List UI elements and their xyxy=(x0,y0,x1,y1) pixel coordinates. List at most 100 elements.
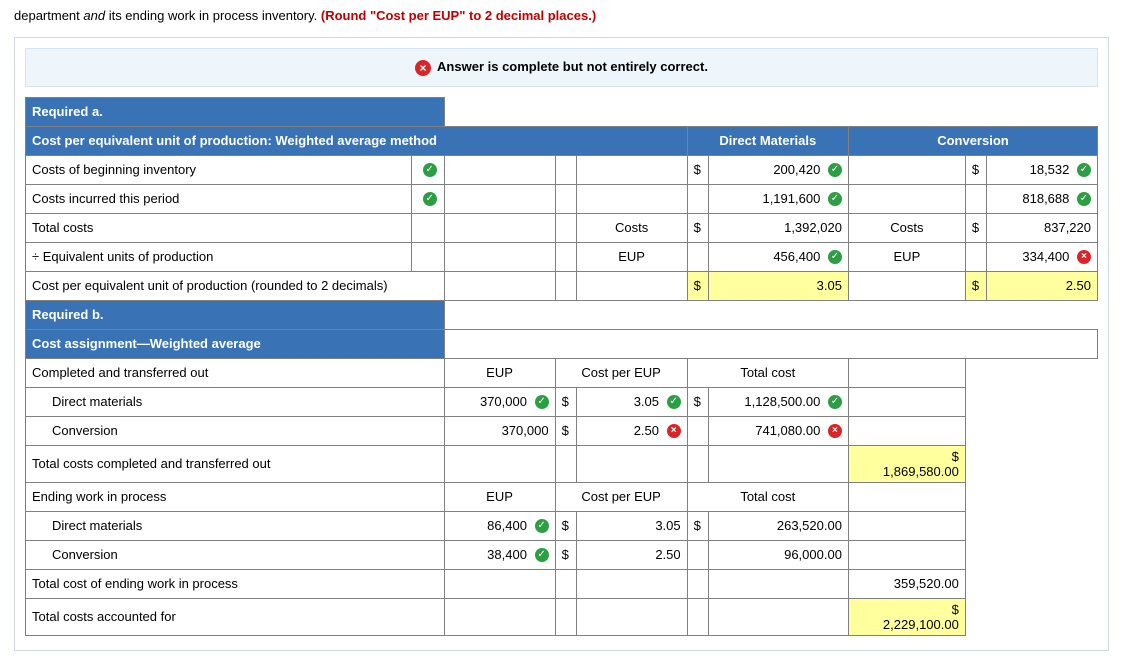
cost-per-eup-header: Cost per equivalent unit of production: … xyxy=(26,126,688,155)
total-cost-col-header: Total cost xyxy=(687,482,848,511)
instruction-italic: and xyxy=(83,8,105,23)
value: 359,520.00 xyxy=(848,569,965,598)
value: 2.50 xyxy=(634,423,659,438)
table-row: Costs incurred this period ✓ 1,191,600 ✓… xyxy=(26,184,1098,213)
row-label: Costs of beginning inventory xyxy=(26,155,412,184)
value: 2.50 xyxy=(986,271,1097,300)
value: 2,229,100.00 xyxy=(883,617,959,632)
required-a-header: Required a. xyxy=(26,97,445,126)
row-label: Direct materials xyxy=(26,387,445,416)
row-label: Completed and transferred out xyxy=(26,358,445,387)
table-row: ÷ Equivalent units of production EUP 456… xyxy=(26,242,1098,271)
currency-symbol: $ xyxy=(687,271,708,300)
value: 86,400 xyxy=(487,518,527,533)
check-icon: ✓ xyxy=(828,163,842,177)
banner-text: Answer is complete but not entirely corr… xyxy=(437,59,708,74)
eup-col-header: EUP xyxy=(444,482,555,511)
instruction-text: department and its ending work in proces… xyxy=(14,8,1109,23)
check-icon: ✓ xyxy=(423,163,437,177)
instruction-red: (Round "Cost per EUP" to 2 decimal place… xyxy=(321,8,596,23)
table-row: Cost per equivalent unit of production: … xyxy=(26,126,1098,155)
table-row: Ending work in process EUP Cost per EUP … xyxy=(26,482,1098,511)
value: 18,532 xyxy=(1030,162,1070,177)
eup-label: EUP xyxy=(576,242,687,271)
cost-per-eup-col-header: Cost per EUP xyxy=(555,482,687,511)
value: 1,869,580.00 xyxy=(883,464,959,479)
check-icon: ✓ xyxy=(423,192,437,206)
value: 263,520.00 xyxy=(708,511,848,540)
value: 200,420 xyxy=(773,162,820,177)
instruction-middle: its ending work in process inventory. xyxy=(105,8,321,23)
row-label: Cost per equivalent unit of production (… xyxy=(26,271,445,300)
check-icon: ✓ xyxy=(1077,163,1091,177)
direct-materials-header: Direct Materials xyxy=(687,126,848,155)
value: 2.50 xyxy=(576,540,687,569)
row-label: Conversion xyxy=(26,540,445,569)
value: 38,400 xyxy=(487,547,527,562)
currency-symbol: $ xyxy=(687,511,708,540)
row-label: Direct materials xyxy=(26,511,445,540)
value: 1,392,020 xyxy=(708,213,848,242)
row-label: ÷ Equivalent units of production xyxy=(26,242,412,271)
table-row: Conversion 370,000 $ 2.50 × 741,080.00 × xyxy=(26,416,1098,445)
table-row: Cost per equivalent unit of production (… xyxy=(26,271,1098,300)
value: 3.05 xyxy=(634,394,659,409)
required-b-header: Required b. xyxy=(26,300,445,329)
eup-col-header: EUP xyxy=(444,358,555,387)
currency-symbol: $ xyxy=(555,540,576,569)
cost-table: Required a. Cost per equivalent unit of … xyxy=(25,97,1098,636)
table-row: Completed and transferred out EUP Cost p… xyxy=(26,358,1098,387)
value: 3.05 xyxy=(576,511,687,540)
value: 741,080.00 xyxy=(755,423,820,438)
check-icon: ✓ xyxy=(535,519,549,533)
currency-symbol: $ xyxy=(555,387,576,416)
value: 1,191,600 xyxy=(762,191,820,206)
cost-per-eup-col-header: Cost per EUP xyxy=(555,358,687,387)
currency-symbol: $ xyxy=(687,155,708,184)
value: 370,000 xyxy=(480,394,527,409)
table-row: Total cost of ending work in process 359… xyxy=(26,569,1098,598)
costs-label: Costs xyxy=(848,213,965,242)
currency-symbol: $ xyxy=(952,449,959,464)
eup-label: EUP xyxy=(848,242,965,271)
value: 334,400 xyxy=(1022,249,1069,264)
currency-symbol: $ xyxy=(555,511,576,540)
check-icon: ✓ xyxy=(535,548,549,562)
value: 96,000.00 xyxy=(708,540,848,569)
table-row: Total costs accounted for $2,229,100.00 xyxy=(26,598,1098,635)
currency-symbol: $ xyxy=(952,602,959,617)
row-label: Conversion xyxy=(26,416,445,445)
currency-symbol: $ xyxy=(965,155,986,184)
value: 370,000 xyxy=(444,416,555,445)
check-icon: ✓ xyxy=(828,192,842,206)
check-icon: ✓ xyxy=(828,395,842,409)
currency-symbol: $ xyxy=(965,271,986,300)
check-icon: ✓ xyxy=(1077,192,1091,206)
costs-label: Costs xyxy=(576,213,687,242)
table-row: Total costs Costs $ 1,392,020 Costs $ 83… xyxy=(26,213,1098,242)
value: 818,688 xyxy=(1022,191,1069,206)
value: 3.05 xyxy=(708,271,848,300)
check-icon: ✓ xyxy=(667,395,681,409)
table-row: Total costs completed and transferred ou… xyxy=(26,445,1098,482)
table-row: Costs of beginning inventory ✓ $ 200,420… xyxy=(26,155,1098,184)
banner-cross-icon: × xyxy=(415,60,431,76)
conversion-header: Conversion xyxy=(848,126,1097,155)
table-row: Direct materials 86,400 ✓ $ 3.05 $ 263,5… xyxy=(26,511,1098,540)
value: 456,400 xyxy=(773,249,820,264)
cross-icon: × xyxy=(828,424,842,438)
check-icon: ✓ xyxy=(828,250,842,264)
answer-banner: × Answer is complete but not entirely cor… xyxy=(25,48,1098,87)
currency-symbol: $ xyxy=(555,416,576,445)
value: 837,220 xyxy=(986,213,1097,242)
answer-panel: × Answer is complete but not entirely cor… xyxy=(14,37,1109,651)
instruction-prefix: department xyxy=(14,8,83,23)
value: 1,128,500.00 xyxy=(744,394,820,409)
row-label: Ending work in process xyxy=(26,482,445,511)
currency-symbol: $ xyxy=(965,213,986,242)
table-row: Required a. xyxy=(26,97,1098,126)
row-label: Total costs xyxy=(26,213,412,242)
cross-icon: × xyxy=(1077,250,1091,264)
table-row: Cost assignment—Weighted average xyxy=(26,329,1098,358)
table-row: Direct materials 370,000 ✓ $ 3.05 ✓ $ 1,… xyxy=(26,387,1098,416)
